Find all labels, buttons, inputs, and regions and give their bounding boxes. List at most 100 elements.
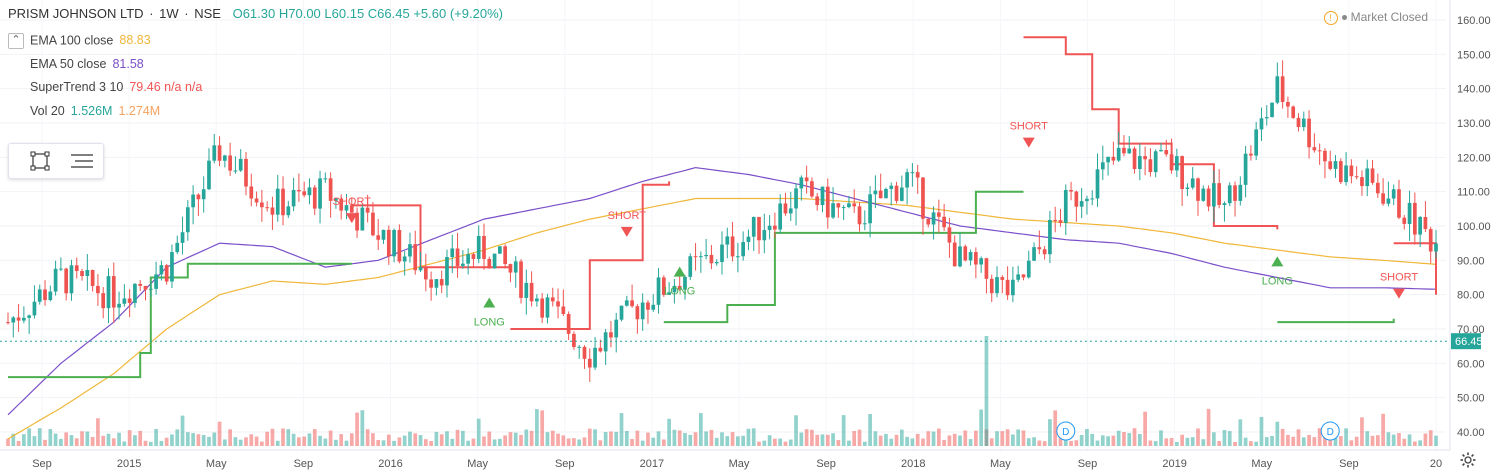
candle-body — [233, 170, 238, 172]
rectangle-select-icon[interactable] — [29, 150, 51, 172]
volume-bar — [1037, 440, 1042, 446]
volume-bar — [1338, 436, 1343, 446]
candle-body — [111, 276, 116, 308]
volume-bar — [360, 410, 365, 446]
volume-bar — [862, 441, 867, 446]
volume-bar — [587, 428, 592, 446]
candle-body — [746, 236, 751, 243]
candle-body — [222, 155, 227, 161]
volume-bar — [270, 428, 275, 446]
candle-body — [207, 160, 211, 190]
x-tick-label: Sep — [32, 458, 52, 470]
indicator-volume[interactable]: Vol 20 1.526M 1.274M — [30, 104, 160, 118]
candle-body — [587, 358, 592, 368]
indicator-supertrend[interactable]: SuperTrend 3 10 79.46 n/a n/a — [30, 80, 202, 94]
candle-body — [1000, 277, 1005, 280]
volume-bar — [69, 435, 74, 446]
indicator-ema100[interactable]: ⌃ EMA 100 close 88.83 — [8, 33, 151, 49]
menu-lines-icon[interactable] — [69, 150, 95, 172]
candle-body — [857, 206, 862, 225]
ohlc-values: O61.30 H70.00 L60.15 C66.45 +5.60 (+9.20… — [233, 6, 503, 21]
candle-body — [212, 145, 217, 161]
indicator-value: 88.83 — [119, 33, 151, 48]
drawing-toolbox — [8, 143, 104, 179]
candle-body — [566, 313, 571, 334]
candle-body — [614, 319, 619, 338]
volume-bar — [661, 439, 666, 446]
y-tick-label: 80.00 — [1457, 290, 1485, 302]
interval[interactable]: 1W — [159, 6, 179, 21]
candle-body — [1397, 189, 1401, 218]
volume-bar — [847, 440, 851, 446]
candle-body — [37, 289, 42, 302]
candle-body — [334, 198, 338, 201]
warning-icon[interactable]: ! — [1323, 11, 1338, 25]
gear-icon[interactable] — [1460, 452, 1476, 468]
volume-bar — [408, 431, 412, 446]
volume-bar — [64, 432, 69, 446]
volume-bar — [1005, 429, 1010, 446]
volume-bar — [1434, 435, 1438, 446]
volume-bar — [122, 441, 127, 446]
long-arrow-icon — [673, 266, 686, 277]
volume-bar — [1000, 431, 1005, 446]
candle-body — [841, 207, 846, 209]
candle-body — [778, 203, 783, 230]
candle-body — [1217, 183, 1222, 205]
candle-body — [1333, 161, 1338, 169]
candle-body — [1375, 182, 1380, 194]
status-dot-icon — [1341, 15, 1347, 21]
candle-body — [376, 235, 381, 240]
volume-bar — [1159, 430, 1163, 446]
candle-body — [386, 229, 391, 257]
volume-bar — [1074, 440, 1079, 446]
candle-body — [445, 257, 449, 286]
ema100-line — [7, 197, 1437, 440]
price-axis[interactable]: 40.00 50.00 60.00 70.00 80.00 90.00 100.00 110.… — [0, 0, 1491, 450]
candle-body — [1116, 147, 1121, 161]
candle-body — [360, 207, 365, 231]
candle-body — [439, 279, 444, 286]
dividend-marker — [1320, 421, 1340, 441]
candle-body — [175, 242, 180, 253]
candle-body — [524, 282, 529, 298]
volume-bar — [1270, 435, 1274, 446]
volume-bar — [683, 433, 687, 446]
volume-bar — [894, 434, 899, 446]
candle-body — [185, 207, 190, 233]
candle-body — [408, 244, 412, 257]
indicator-ema50[interactable]: EMA 50 close 81.58 — [30, 57, 144, 71]
volume-bar — [423, 439, 428, 446]
y-tick-label: 150.00 — [1457, 49, 1491, 61]
time-axis[interactable]: Sep 2015 May Sep 2016 May Sep 2017 May Sep 2018 May… — [0, 449, 1450, 470]
x-tick-label: Sep — [555, 458, 575, 470]
volume-bar — [989, 438, 994, 446]
candle-body — [603, 332, 608, 352]
candle-body — [487, 258, 492, 269]
symbol-name[interactable]: PRISM JOHNSON LTD — [8, 6, 144, 21]
volume-bar — [471, 438, 476, 446]
signal-label: SHORT — [333, 196, 372, 208]
candle-body — [80, 271, 84, 277]
candle-body — [1180, 156, 1184, 190]
candle-body — [180, 232, 185, 243]
volume-bar — [386, 434, 391, 446]
candle-body — [133, 283, 137, 303]
candle-body — [1111, 156, 1116, 161]
candle-body — [1238, 184, 1243, 201]
volume-bar — [905, 436, 909, 446]
candle-body — [799, 177, 804, 189]
candle-body — [1048, 219, 1052, 255]
candle-body — [6, 322, 10, 324]
collapse-icon[interactable]: ⌃ — [8, 33, 24, 49]
candle-body — [688, 256, 693, 277]
volume-bar — [85, 431, 90, 446]
volume-bar — [196, 434, 201, 446]
volume-bar — [217, 421, 222, 446]
volume-bar — [783, 441, 788, 446]
candle-body — [339, 198, 344, 211]
volume-bar — [48, 429, 53, 446]
volume-bar — [212, 432, 217, 446]
volume-bar — [27, 428, 32, 446]
